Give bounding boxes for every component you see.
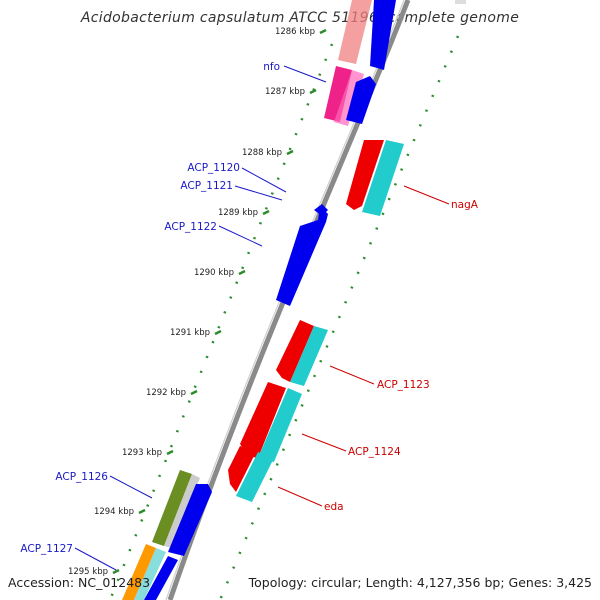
kbp-tick-mark (309, 88, 317, 95)
gene-leader-line (301, 433, 347, 452)
kbp-tick-mark (138, 508, 146, 515)
kbp-tick-mark (166, 449, 174, 456)
cds-feature (324, 66, 352, 122)
gene-label-naga: nagA (451, 199, 479, 211)
kbp-tick-mark (214, 329, 222, 336)
gene-leader-line (277, 486, 323, 507)
kbp-tick-mark (262, 209, 270, 216)
topology-text: Topology: circular; Length: 4,127,356 bp… (248, 575, 592, 590)
kbp-tick-label: 1289 kbp (218, 208, 258, 218)
gene-label-acp_1126: ACP_1126 (55, 471, 108, 483)
kbp-tick-mark (112, 568, 120, 575)
kbp-tick-mark (238, 269, 246, 276)
kbp-tick-label: 1293 kbp (122, 448, 162, 458)
cds-feature (346, 140, 384, 210)
gene-leader-line (283, 65, 327, 83)
gene-leader-line (234, 185, 283, 201)
cds-feature (290, 326, 328, 386)
gene-label-eda: eda (324, 501, 344, 513)
kbp-tick-label: 1290 kbp (194, 268, 234, 278)
kbp-tick-label: 1291 kbp (170, 328, 210, 338)
kbp-tick-label: 1294 kbp (94, 507, 134, 517)
gene-label-nfo: nfo (263, 61, 280, 73)
cds-feature (236, 452, 274, 502)
cds-feature (362, 140, 404, 216)
cds-feature (346, 76, 376, 124)
cds-feature (276, 320, 314, 382)
gene-label-acp_1122: ACP_1122 (164, 221, 217, 233)
cds-feature (338, 0, 372, 64)
gene-label-acp_1127: ACP_1127 (20, 543, 73, 555)
gene-leader-line (109, 475, 153, 499)
gene-leader-line (74, 547, 117, 571)
kbp-tick-label: 1288 kbp (242, 148, 282, 158)
map-title: Acidobacterium capsulatum ATCC 51196, co… (80, 10, 520, 26)
cds-feature (314, 204, 328, 216)
cds-feature (144, 556, 178, 600)
kbp-tick-mark (319, 28, 327, 35)
kbp-tick-label: 1287 kbp (265, 87, 305, 97)
inner-tick-track (108, 43, 334, 600)
kbp-tick-label: 1286 kbp (275, 27, 315, 37)
gene-label-acp_1121: ACP_1121 (180, 180, 233, 192)
gene-label-acp_1120: ACP_1120 (187, 162, 240, 174)
gene-leader-line (329, 365, 375, 385)
kbp-tick-mark (190, 389, 198, 396)
cds-feature (134, 548, 166, 600)
cds-feature (228, 446, 256, 492)
kbp-tick-mark (286, 149, 294, 156)
cds-feature (240, 382, 286, 458)
accession-text: Accession: NC_012483 (8, 575, 151, 590)
gene-leader-line (241, 167, 287, 193)
cds-feature (168, 484, 212, 556)
gene-leader-line (403, 185, 450, 205)
cds-feature (258, 388, 302, 462)
kbp-tick-label: 1295 kbp (68, 567, 108, 577)
cds-feature (152, 470, 192, 546)
gene-label-acp_1123: ACP_1123 (377, 379, 430, 391)
cds-feature (122, 544, 156, 600)
gene-leader-line (218, 225, 263, 247)
cds-feature (370, 0, 396, 70)
kbp-tick-label: 1292 kbp (146, 388, 186, 398)
gene-label-acp_1124: ACP_1124 (348, 446, 401, 458)
cds-feature (164, 474, 200, 548)
cds-feature (276, 206, 328, 306)
